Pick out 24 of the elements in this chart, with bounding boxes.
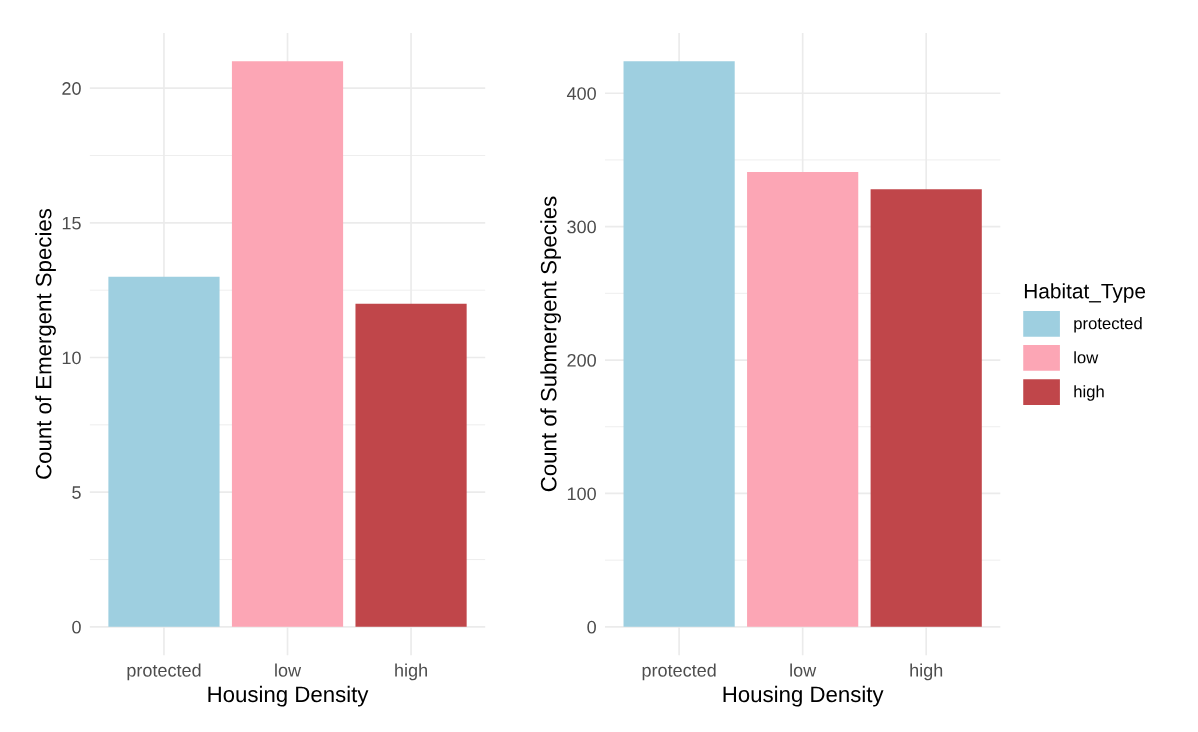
y-axis-title: Count of Emergent Species xyxy=(35,208,56,479)
x-tick-label: protected xyxy=(642,663,716,681)
y-tick-label: 15 xyxy=(62,216,81,230)
x-tick-label: low xyxy=(275,663,302,677)
y-tick-label: 20 xyxy=(62,82,81,95)
y-tick-label: 100 xyxy=(567,487,596,501)
x-tick-label: low xyxy=(790,663,817,677)
legend-label: high xyxy=(1074,385,1104,401)
x-tick-label: high xyxy=(395,663,427,681)
y-axis-title: Count of Submergent Species xyxy=(540,196,561,492)
x-tick-label: high xyxy=(910,663,943,681)
y-tick-label: 10 xyxy=(62,351,81,365)
y-tick-label: 0 xyxy=(587,620,596,634)
y-tick-label: 5 xyxy=(72,486,81,499)
x-tick-label: protected xyxy=(127,663,201,681)
legend-title: Habitat_Type xyxy=(1024,283,1146,303)
legend-label: low xyxy=(1074,351,1099,364)
y-tick-label: 0 xyxy=(72,620,81,634)
x-axis-title: Housing Density xyxy=(723,685,884,707)
x-axis-title: Housing Density xyxy=(208,685,369,707)
y-tick-label: 400 xyxy=(566,87,596,100)
y-tick-label: 200 xyxy=(567,353,596,367)
y-tick-label: 300 xyxy=(567,220,596,234)
legend-label: protected xyxy=(1074,317,1142,333)
